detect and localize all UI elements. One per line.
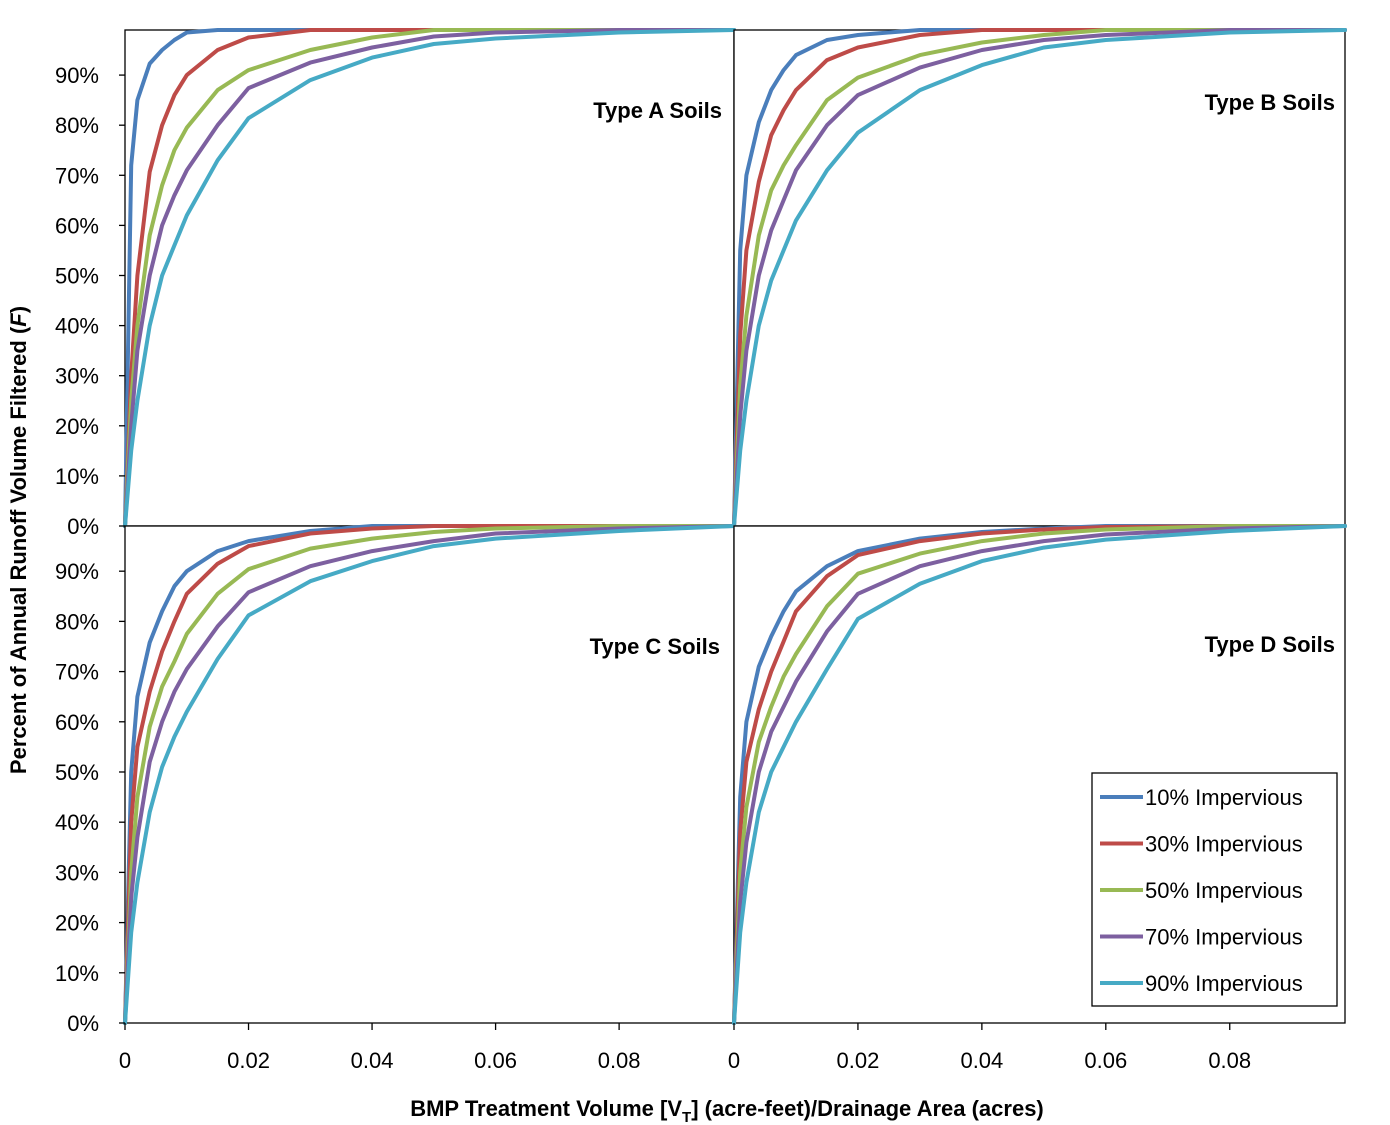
series-line-4 — [732, 524, 1347, 1025]
legend-label: 10% Impervious — [1145, 785, 1303, 810]
axes: 0% 10% 20% 30% 40% 50% 60% 70% 80% 90% 0% 10% 20% 30%… — [55, 63, 1251, 1073]
y-tick-label: 0% — [67, 1011, 99, 1036]
x-tick-label: 0.08 — [1208, 1048, 1251, 1073]
y-axis-title-italic: F — [6, 313, 31, 327]
x-axis-title: BMP Treatment Volume [VT] (acre-feet)/Dr… — [410, 1096, 1044, 1125]
y-tick-label: 70% — [55, 163, 99, 188]
x-tick-label: 0.04 — [351, 1048, 394, 1073]
legend-item: 70% Impervious — [1100, 925, 1303, 950]
series-line-4 — [123, 28, 736, 528]
x-tick-label: 0.06 — [1084, 1048, 1127, 1073]
legend-item: 10% Impervious — [1100, 785, 1303, 810]
y-tick-label: 90% — [55, 559, 99, 584]
y-tick-label: 70% — [55, 660, 99, 685]
legend-label: 90% Impervious — [1145, 971, 1303, 996]
panel-title: Type C Soils — [590, 634, 720, 659]
legend-item: 30% Impervious — [1100, 832, 1303, 857]
x-axis-title-part1: BMP Treatment Volume [V — [410, 1096, 682, 1121]
y-tick-label: 40% — [55, 314, 99, 339]
series-line-4 — [123, 524, 736, 1025]
x-tick-label: 0 — [728, 1048, 740, 1073]
y-tick-label: 10% — [55, 464, 99, 489]
y-tick-label: 10% — [55, 961, 99, 986]
y-tick-label: 20% — [55, 414, 99, 439]
y-axis-title: Percent of Annual Runoff Volume Filtered… — [6, 306, 31, 774]
series-line-5 — [123, 524, 736, 1025]
y-tick-label: 90% — [55, 63, 99, 88]
y-tick-label: 0% — [67, 514, 99, 539]
series-line-3 — [732, 524, 1347, 1025]
x-tick-label: 0.02 — [837, 1048, 880, 1073]
y-tick-label: 30% — [55, 860, 99, 885]
legend-label: 50% Impervious — [1145, 878, 1303, 903]
x-axis-title-subscript: T — [682, 1109, 691, 1125]
panel-title: Type B Soils — [1205, 90, 1335, 115]
x-tick-label: 0.02 — [227, 1048, 270, 1073]
legend: 10% Impervious 30% Impervious 50% Impervio… — [1091, 772, 1338, 1007]
legend-item: 90% Impervious — [1100, 971, 1303, 996]
x-tick-label: 0 — [119, 1048, 131, 1073]
panel-title: Type A Soils — [593, 98, 722, 123]
series-line-3 — [732, 28, 1347, 528]
series-line-2 — [123, 524, 736, 1025]
y-tick-label: 60% — [55, 710, 99, 735]
x-axis-title-part2: ] (acre-feet)/Drainage Area (acres) — [691, 1096, 1044, 1121]
y-axis-title-part1: Percent of Annual Runoff Volume Filtered… — [6, 326, 31, 774]
series-line-5 — [732, 524, 1347, 1025]
y-axis-title-part2: ) — [6, 306, 31, 313]
panel-a: Type A Soils — [123, 28, 736, 528]
series-line-3 — [123, 28, 736, 528]
y-tick-label: 80% — [55, 113, 99, 138]
series-line-5 — [123, 28, 736, 528]
series-line-2 — [732, 524, 1347, 1025]
legend-item: 50% Impervious — [1100, 878, 1303, 903]
x-tick-label: 0.08 — [598, 1048, 641, 1073]
y-tick-label: 30% — [55, 364, 99, 389]
y-tick-label: 60% — [55, 213, 99, 238]
plot-area-frame — [124, 525, 735, 1024]
panel-b: Type B Soils — [732, 28, 1347, 528]
panel-c: Type C Soils — [123, 524, 736, 1025]
y-tick-label: 80% — [55, 609, 99, 634]
series-line-5 — [732, 28, 1347, 528]
panel-title: Type D Soils — [1205, 632, 1335, 657]
panels: Type A Soils Type B Soils Type C Soils Type… — [123, 28, 1347, 1025]
y-tick-label: 50% — [55, 263, 99, 288]
legend-label: 30% Impervious — [1145, 832, 1303, 857]
x-tick-label: 0.04 — [960, 1048, 1003, 1073]
series-line-3 — [123, 524, 736, 1025]
series-line-4 — [732, 28, 1347, 528]
y-tick-label: 50% — [55, 760, 99, 785]
x-tick-label: 0.06 — [474, 1048, 517, 1073]
y-tick-label: 40% — [55, 810, 99, 835]
legend-label: 70% Impervious — [1145, 925, 1303, 950]
plot-area-frame — [733, 29, 1346, 527]
y-tick-label: 20% — [55, 911, 99, 936]
